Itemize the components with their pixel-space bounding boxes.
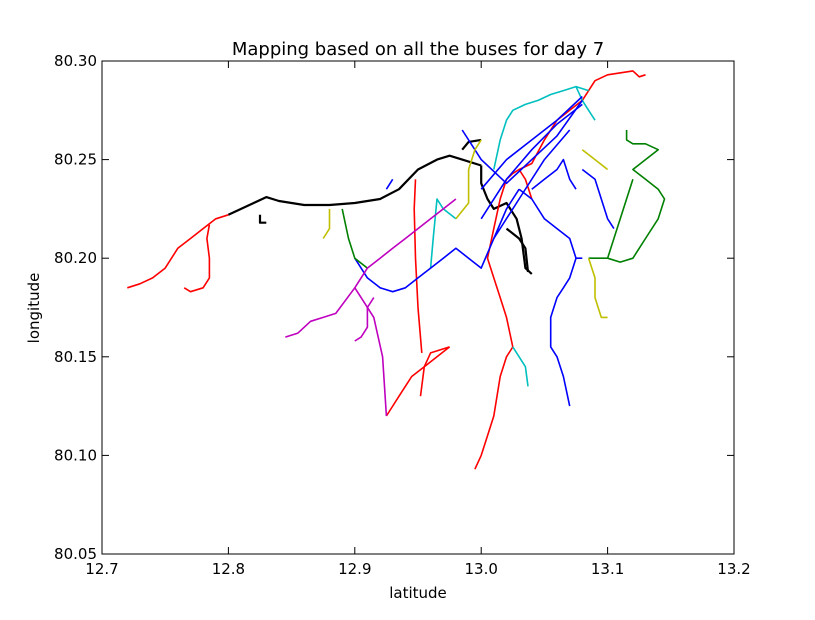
route-line bbox=[581, 168, 615, 230]
route-line bbox=[518, 188, 577, 259]
route-line bbox=[385, 178, 394, 190]
route-line bbox=[429, 198, 457, 269]
route-line bbox=[480, 95, 583, 190]
route-line bbox=[493, 129, 571, 239]
x-tick-label: 13.2 bbox=[717, 560, 750, 578]
route-line bbox=[549, 257, 583, 407]
x-tick-label: 12.8 bbox=[212, 560, 245, 578]
route-line bbox=[285, 198, 457, 338]
route-line bbox=[461, 138, 482, 151]
route-line bbox=[354, 297, 375, 342]
route-line bbox=[354, 188, 520, 293]
route-line bbox=[413, 179, 423, 353]
y-tick-label: 80.10 bbox=[54, 446, 97, 464]
route-line bbox=[480, 165, 533, 275]
series-layer bbox=[127, 70, 666, 470]
x-axis-label: latitude bbox=[389, 584, 447, 602]
route-line bbox=[474, 346, 514, 470]
route-line bbox=[531, 158, 577, 190]
y-tick-label: 80.05 bbox=[54, 545, 97, 563]
route-line bbox=[385, 346, 451, 417]
route-line bbox=[505, 227, 530, 273]
route-line bbox=[512, 346, 529, 387]
plot-frame bbox=[101, 60, 735, 555]
route-line bbox=[455, 139, 482, 220]
x-tick-label: 12.7 bbox=[85, 560, 118, 578]
route-line bbox=[419, 346, 450, 397]
ticks-layer: 12.7 12.8 12.9 13.0 13.1 13.2 80.05 80.10 80.15 8… bbox=[54, 52, 751, 578]
route-line bbox=[227, 154, 482, 216]
y-tick-label: 80.20 bbox=[54, 249, 97, 267]
y-tick-label: 80.15 bbox=[54, 348, 97, 366]
x-tick-label: 13.1 bbox=[591, 560, 624, 578]
chart-title: Mapping based on all the buses for day 7 bbox=[232, 39, 604, 60]
route-line bbox=[341, 208, 368, 269]
route-line bbox=[581, 70, 646, 101]
route-line bbox=[493, 85, 589, 170]
route-line bbox=[581, 149, 609, 171]
y-tick-label: 80.30 bbox=[54, 52, 97, 70]
route-line bbox=[518, 99, 583, 171]
route-line bbox=[480, 103, 583, 220]
x-tick-label: 13.0 bbox=[464, 560, 497, 578]
route-line bbox=[258, 214, 267, 224]
y-tick-label: 80.25 bbox=[54, 151, 97, 169]
route-line bbox=[606, 179, 634, 259]
x-tick-label: 12.9 bbox=[338, 560, 371, 578]
route-line bbox=[322, 208, 331, 239]
route-line bbox=[575, 86, 596, 121]
route-line bbox=[587, 257, 608, 319]
route-line bbox=[127, 214, 229, 289]
route-line bbox=[461, 99, 583, 185]
y-axis-label: longitude bbox=[25, 273, 43, 344]
route-line bbox=[588, 130, 666, 263]
route-line bbox=[354, 287, 388, 417]
route-line bbox=[183, 224, 211, 293]
